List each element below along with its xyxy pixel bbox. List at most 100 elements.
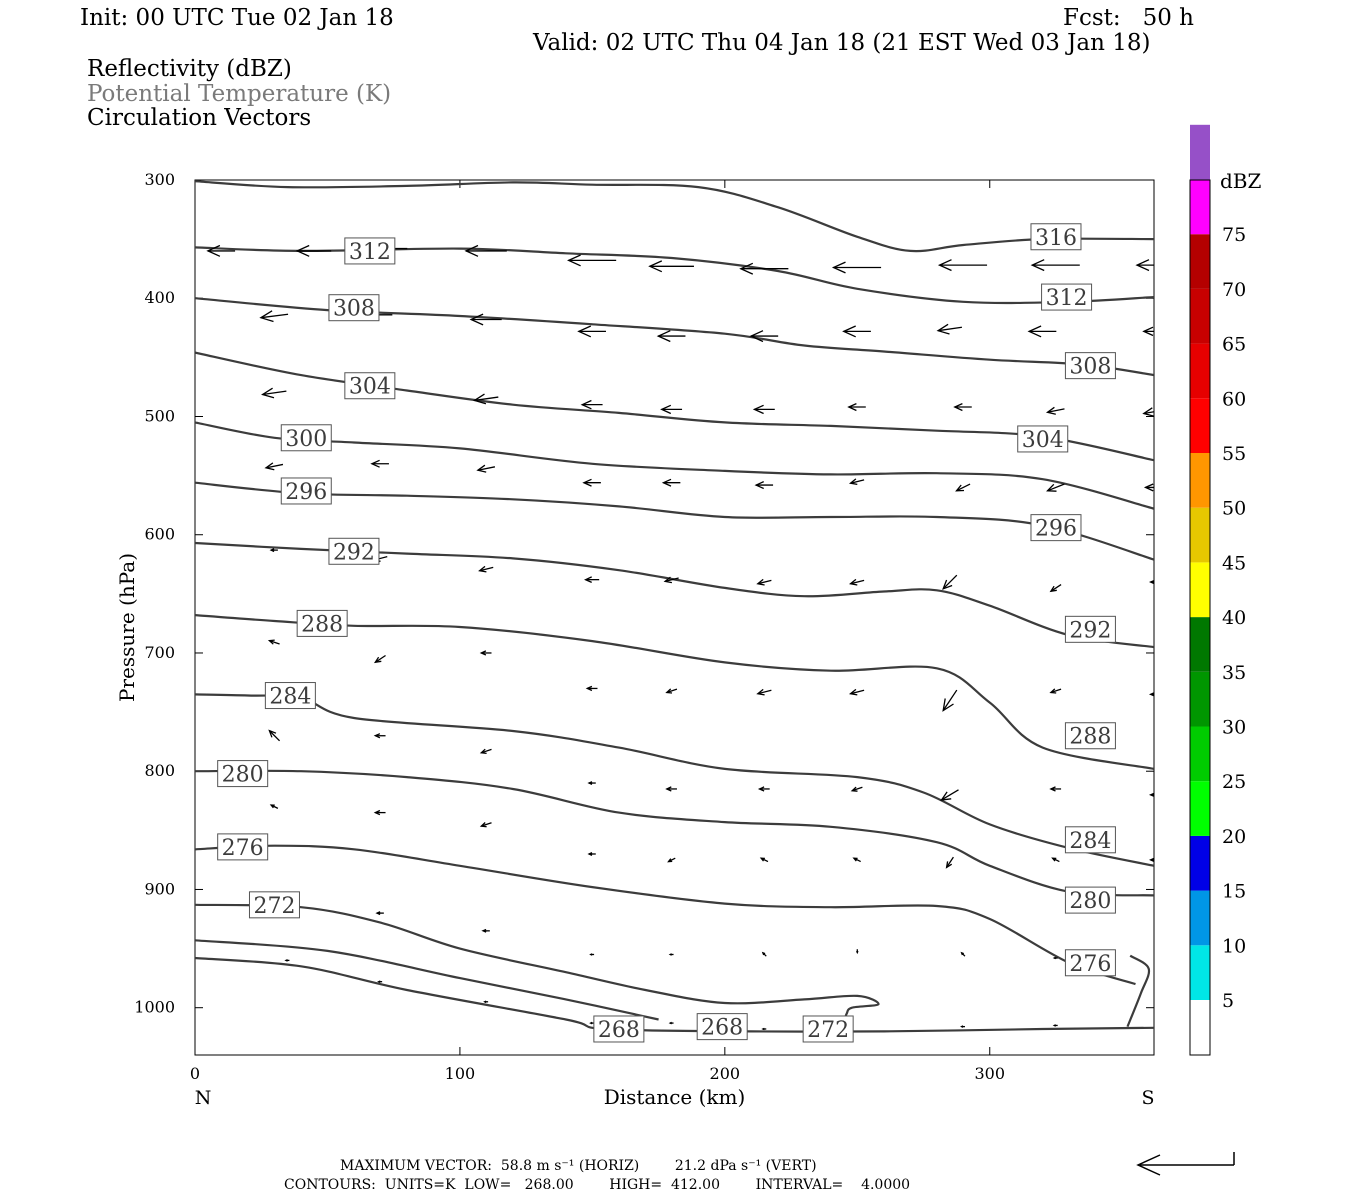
vector-head [847, 403, 857, 412]
vector-head [377, 980, 381, 983]
contour-label-268: 268 [696, 1013, 748, 1041]
vector-head [295, 244, 310, 257]
vector-head [584, 576, 592, 583]
vector-head [284, 959, 288, 962]
contour-label-text: 280 [222, 763, 264, 788]
circulation-vector [1135, 259, 1154, 272]
vector-head [479, 822, 487, 828]
vector-head [585, 685, 593, 692]
reference-vector-head [1136, 1154, 1161, 1176]
colorbar-outline [1189, 179, 1211, 1056]
circulation-vector [1049, 583, 1062, 593]
circulation-vector [479, 822, 492, 828]
circulation-vector [667, 857, 676, 863]
vector-head [373, 809, 381, 816]
circulation-vector [953, 403, 972, 412]
vector-head [1135, 259, 1150, 272]
vector-head [589, 1021, 593, 1025]
circulation-vector [831, 261, 882, 274]
contour-label-300: 300 [280, 424, 332, 452]
circulation-vector [1142, 326, 1154, 337]
contour-label-text: 292 [333, 540, 375, 565]
circulation-vector [668, 1021, 674, 1025]
vector-head [940, 791, 952, 801]
contour-label-box [1064, 352, 1116, 380]
circulation-vector [942, 689, 958, 712]
contour-label-text: 304 [1022, 428, 1064, 453]
contour-label-text: 316 [1035, 226, 1077, 251]
vector-shaft [941, 789, 959, 801]
circulation-vector [295, 244, 332, 257]
circulation-vector [761, 1027, 767, 1031]
contour-label-272: 272 [248, 891, 300, 919]
circulation-vector [940, 789, 959, 801]
x-tick-label: 100 [445, 1064, 476, 1083]
circulation-vector [373, 809, 386, 816]
vector-head [580, 399, 592, 410]
vector-head [464, 244, 479, 257]
isentrope-284 [195, 693, 1154, 867]
y-tick-label: 400 [144, 288, 175, 307]
contour-label-box [1064, 949, 1116, 977]
vector-shaft [851, 786, 863, 792]
vector-head [661, 478, 672, 487]
vector-head [1051, 857, 1057, 862]
colorbar-bin [1190, 453, 1210, 508]
vector-shaft [942, 574, 958, 590]
vector-shaft [1047, 483, 1065, 492]
forecast-hour-label: Fcst: 50 h [1063, 5, 1194, 31]
vector-head [1149, 857, 1154, 862]
circulation-vector [1045, 406, 1065, 415]
circulation-vector [589, 953, 595, 956]
contour-label-308: 308 [328, 294, 380, 322]
vector-shaft [479, 566, 494, 572]
circulation-vector [663, 576, 679, 584]
circulation-vector [1027, 325, 1057, 338]
contour-label-text: 296 [285, 480, 327, 505]
contour-label-box [1064, 826, 1116, 854]
contour-label-text: 288 [1069, 725, 1111, 750]
x-end-label-right: S [1141, 1087, 1154, 1109]
contour-label-text: 268 [598, 1018, 640, 1043]
circulation-vector [945, 856, 954, 869]
isentrope-296 [195, 481, 1154, 561]
circulation-vector [377, 980, 383, 983]
contour-label-288: 288 [1064, 722, 1116, 750]
x-axis-title: Distance (km) [604, 1085, 746, 1109]
vector-head [754, 481, 764, 490]
vector-head [1030, 259, 1045, 272]
circulation-vector [1148, 692, 1154, 697]
vector-head [937, 259, 952, 272]
contour-label-box [1064, 886, 1116, 914]
vector-head [749, 330, 764, 343]
colorbar-tick-label: 50 [1222, 498, 1246, 520]
contour-label-box [280, 477, 332, 505]
vector-head [577, 325, 592, 338]
vector-head [261, 387, 275, 399]
contour-label-box [1041, 283, 1093, 311]
contour-label-text: 288 [301, 612, 343, 637]
circulation-vector [756, 688, 772, 696]
vector-head [761, 951, 766, 956]
contour-label-box [1030, 223, 1082, 251]
colorbar-bin [1190, 726, 1210, 782]
contour-label-text: 304 [349, 375, 391, 400]
circulation-vector [761, 951, 767, 957]
vector-head [856, 950, 859, 955]
contour-label-box [344, 237, 396, 265]
y-tick-label: 500 [144, 406, 175, 425]
vector-head [1049, 786, 1056, 792]
contour-label-268: 268 [593, 1015, 645, 1043]
field-label-potential-temperature: Potential Temperature (K) [87, 81, 392, 107]
vector-shaft [850, 689, 865, 695]
circulation-vector [373, 733, 386, 739]
contour-label-box [264, 682, 316, 710]
vector-head [472, 393, 487, 405]
contour-label-box [296, 609, 348, 637]
vector-shaft [374, 654, 386, 663]
contour-label-box [1030, 514, 1082, 542]
vector-head [1027, 325, 1042, 338]
circulation-vector [848, 688, 865, 696]
isentrope-280 [195, 769, 1154, 897]
vector-head [960, 1025, 964, 1028]
